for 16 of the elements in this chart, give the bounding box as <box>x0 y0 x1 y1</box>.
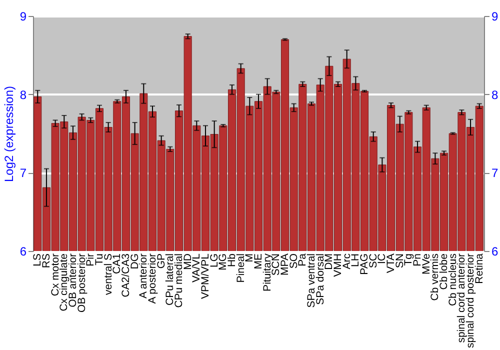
y2-tick-label: 9 <box>492 10 498 24</box>
y-tick-label: 8 <box>20 88 27 102</box>
x-tick-label: VPM/VPL <box>199 253 212 300</box>
x-tick-label: Tu <box>93 253 106 266</box>
x-tick-label: Tg <box>402 253 415 266</box>
x-tick-label: CPu medial <box>172 254 185 308</box>
y-tick-label: 7 <box>20 166 27 180</box>
y-tick-label: 6 <box>20 244 27 258</box>
x-tick-label: Hb <box>226 253 238 267</box>
x-tick-label: A posterior <box>146 253 158 304</box>
x-tick-label: RS <box>40 254 52 268</box>
y-axis-title: Log2 (expression) <box>2 86 16 182</box>
y2-tick-label: 7 <box>492 166 498 180</box>
y2-tick-label: 6 <box>492 244 498 258</box>
y2-tick-label: 8 <box>492 88 498 102</box>
y-tick-label: 9 <box>20 10 27 24</box>
